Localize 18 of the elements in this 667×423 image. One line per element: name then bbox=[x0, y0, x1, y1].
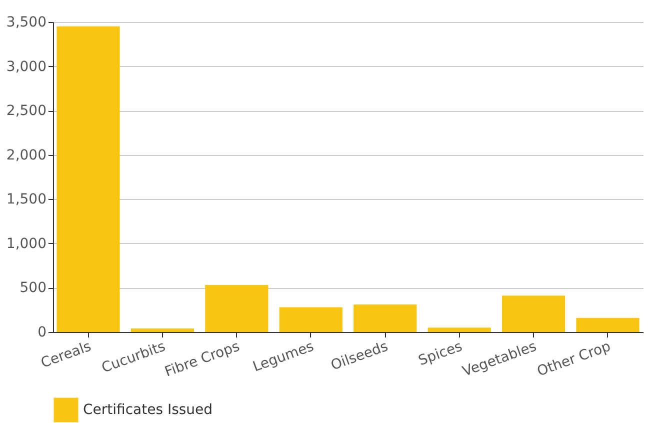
legend-label: Certificates Issued bbox=[83, 402, 213, 418]
bar bbox=[428, 328, 491, 332]
bar bbox=[56, 26, 120, 332]
y-tick-label: 2,500 bbox=[6, 103, 46, 120]
bar bbox=[576, 318, 640, 332]
y-tick-label: 3,500 bbox=[6, 14, 46, 30]
bar bbox=[354, 304, 417, 332]
bar bbox=[205, 285, 268, 332]
x-tick-label: Other Crop bbox=[535, 338, 613, 380]
y-tick-label: 500 bbox=[20, 280, 46, 296]
y-tick-label: 2,000 bbox=[6, 147, 46, 164]
y-tick-label: 0 bbox=[38, 324, 46, 340]
y-tick-label: 3,000 bbox=[6, 58, 46, 75]
bar bbox=[130, 328, 194, 332]
y-tick-label: 1,000 bbox=[6, 236, 46, 252]
bar bbox=[279, 307, 342, 332]
y-tick-label: 1,500 bbox=[6, 192, 46, 208]
bar bbox=[502, 296, 566, 332]
